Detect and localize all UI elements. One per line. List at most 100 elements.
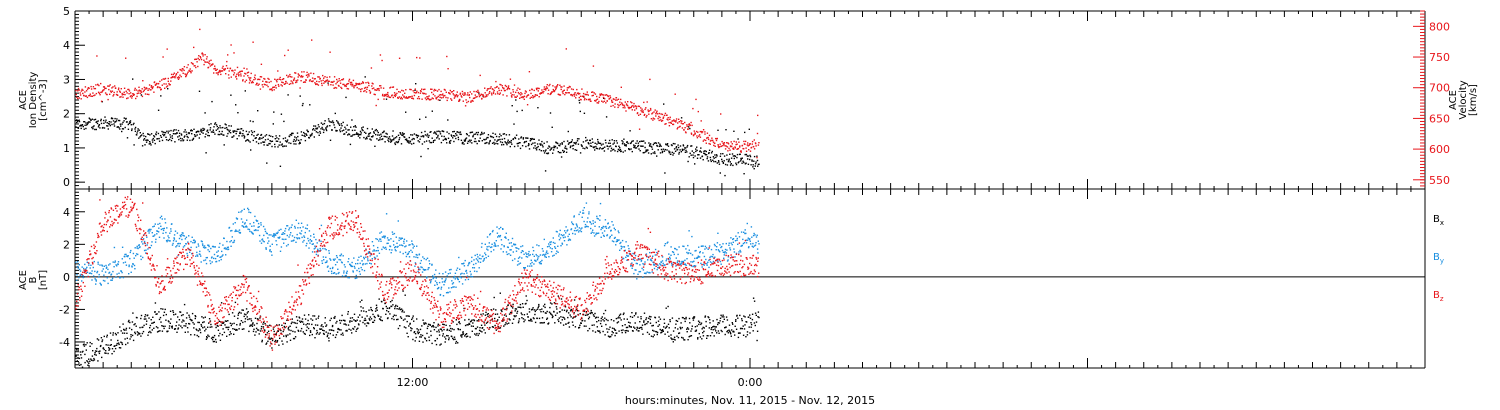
ion-density-point: [160, 95, 162, 97]
velocity-point: [408, 96, 410, 99]
by-point: [103, 265, 105, 267]
ion-density-point: [360, 132, 362, 134]
bx-point: [316, 331, 319, 334]
velocity-point: [717, 145, 720, 147]
ion-density-point: [582, 147, 584, 149]
bx-point: [294, 336, 297, 338]
bx-point: [106, 334, 108, 336]
by-point: [190, 246, 192, 249]
ion-density-point: [437, 136, 439, 138]
by-point: [91, 279, 93, 281]
ion-density-point: [249, 141, 251, 143]
bx-point: [672, 341, 674, 343]
ion-density-point: [502, 133, 504, 135]
bx-point: [228, 326, 230, 328]
velocity-point: [656, 113, 659, 115]
bx-point: [742, 325, 744, 327]
by-point: [171, 223, 173, 225]
bx-point: [752, 297, 755, 299]
bx-point: [162, 308, 164, 310]
bx-point: [707, 335, 709, 337]
x-tick-label: 0:00: [738, 376, 763, 389]
ion-density-point: [195, 135, 197, 137]
velocity-point: [479, 74, 481, 77]
bx-point: [652, 329, 654, 332]
velocity-point: [268, 78, 270, 80]
by-point: [129, 257, 131, 260]
ion-density-point: [299, 95, 301, 97]
bx-point: [686, 328, 688, 330]
bx-point: [496, 313, 499, 315]
ion-density-point: [509, 141, 511, 143]
ion-density-point: [411, 134, 414, 136]
ion-density-point: [611, 139, 613, 141]
velocity-point: [147, 89, 149, 91]
ion-density-point: [511, 105, 513, 107]
velocity-point: [290, 82, 292, 85]
bx-point: [648, 317, 650, 319]
ion-density-point: [296, 132, 299, 134]
ion-density-point: [442, 139, 444, 141]
velocity-point: [605, 102, 607, 104]
velocity-point: [731, 143, 733, 145]
velocity-point: [619, 101, 621, 103]
bx-point: [297, 330, 300, 332]
bx-point: [502, 320, 504, 322]
bx-point: [325, 324, 328, 326]
velocity-point: [249, 78, 251, 80]
ion-density-point: [674, 150, 677, 152]
bx-point: [80, 363, 82, 366]
by-point: [193, 242, 196, 244]
velocity-point: [169, 84, 171, 86]
velocity-point: [230, 44, 232, 46]
bx-point: [678, 332, 681, 334]
ion-density-point: [269, 143, 271, 145]
bx-point: [165, 313, 167, 316]
ion-density-point: [484, 139, 486, 141]
bx-point: [571, 321, 574, 323]
bx-point: [633, 326, 635, 328]
ion-density-point: [705, 154, 708, 156]
by-point: [150, 244, 153, 247]
ion-density-point: [100, 120, 102, 122]
bx-point: [311, 323, 313, 326]
bx-point: [266, 332, 269, 334]
top-y-tick-label: 1: [63, 142, 70, 155]
bx-point: [162, 314, 165, 317]
bx-point: [480, 313, 482, 316]
ion-density-point: [260, 134, 262, 136]
velocity-point: [426, 98, 429, 100]
ion-density-point: [621, 140, 623, 142]
bx-point: [301, 318, 304, 320]
ion-density-point: [78, 119, 80, 121]
velocity-point: [476, 91, 479, 93]
velocity-point: [374, 89, 377, 91]
velocity-point: [228, 77, 230, 79]
ion-density-point: [484, 142, 486, 145]
velocity-point: [187, 71, 189, 73]
bx-point: [132, 339, 135, 342]
bx-point: [572, 317, 574, 319]
ion-density-point: [218, 130, 221, 133]
velocity-point: [723, 142, 726, 144]
bx-point: [308, 323, 310, 325]
velocity-point: [439, 96, 441, 98]
ion-density-point: [563, 140, 565, 143]
velocity-point: [249, 80, 251, 82]
velocity-point: [77, 90, 79, 92]
bx-point: [459, 322, 461, 325]
bx-point: [744, 324, 746, 326]
ion-density-point: [268, 134, 270, 137]
bx-point: [291, 318, 293, 320]
bx-point: [640, 326, 643, 329]
velocity-point: [425, 98, 428, 101]
bx-point: [678, 332, 680, 335]
ion-density-point: [145, 135, 147, 138]
by-point: [157, 231, 160, 233]
ion-density-point: [558, 144, 560, 147]
bx-point: [106, 336, 108, 338]
velocity-point: [206, 56, 208, 58]
bx-point: [503, 314, 506, 316]
bx-point: [217, 329, 220, 331]
bx-point: [362, 307, 364, 309]
